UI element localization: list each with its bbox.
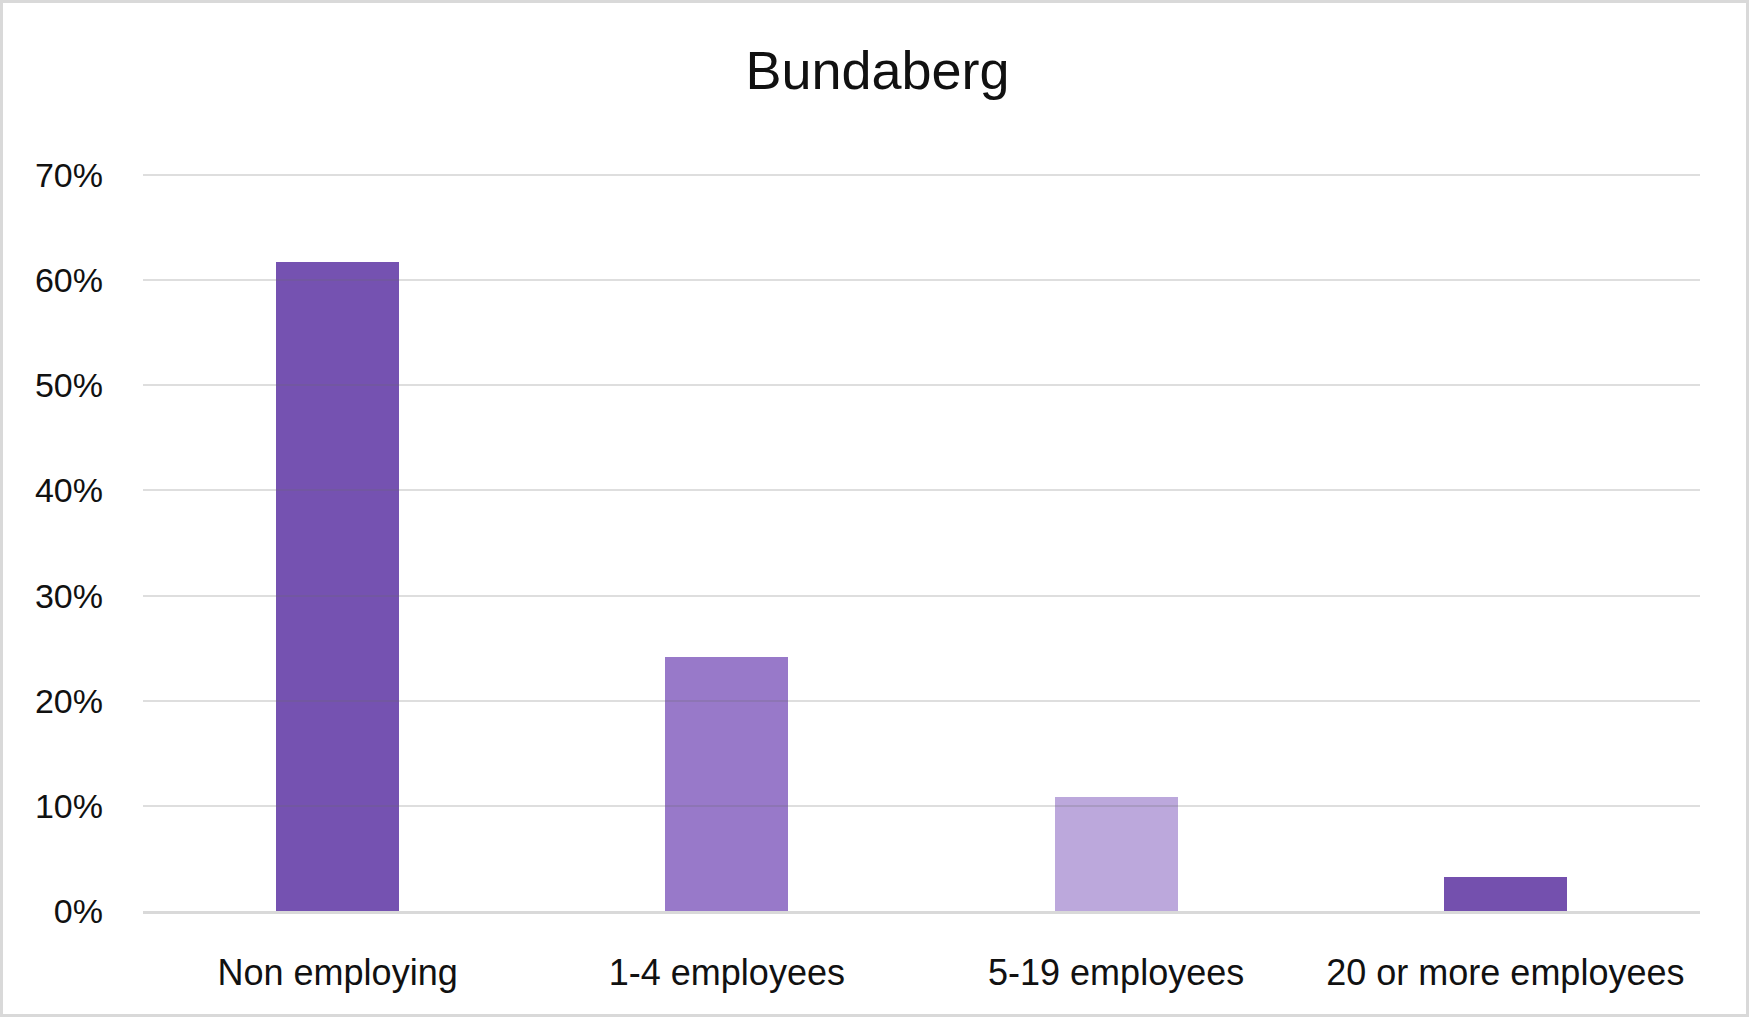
gridline [143, 700, 1700, 702]
bar [276, 262, 399, 911]
gridline [143, 174, 1700, 176]
x-axis-label: 20 or more employees [1311, 947, 1700, 999]
plot-area [143, 175, 1700, 911]
gridline [143, 805, 1700, 807]
y-axis-label: 20% [3, 680, 103, 722]
y-axis-label: 10% [3, 785, 103, 827]
chart-title: Bundaberg [3, 39, 1749, 101]
y-axis-label: 30% [3, 575, 103, 617]
y-axis-label: 50% [3, 364, 103, 406]
gridline [143, 489, 1700, 491]
y-axis-label: 60% [3, 259, 103, 301]
gridline [143, 384, 1700, 386]
x-axis-label: 5-19 employees [922, 947, 1311, 999]
x-axis-label: Non employing [143, 947, 532, 999]
y-axis-label: 40% [3, 469, 103, 511]
gridline [143, 595, 1700, 597]
bar [1055, 797, 1178, 911]
y-axis-label: 0% [3, 890, 103, 932]
bar [1444, 877, 1567, 911]
gridline [143, 279, 1700, 281]
chart-canvas: Bundaberg 0% 10% 20% 30% 40% 50% 60% 70% Non em… [0, 0, 1749, 1017]
bar [665, 657, 788, 911]
x-axis-label: 1-4 employees [532, 947, 921, 999]
x-axis-line [143, 911, 1700, 914]
y-axis-label: 70% [3, 154, 103, 196]
